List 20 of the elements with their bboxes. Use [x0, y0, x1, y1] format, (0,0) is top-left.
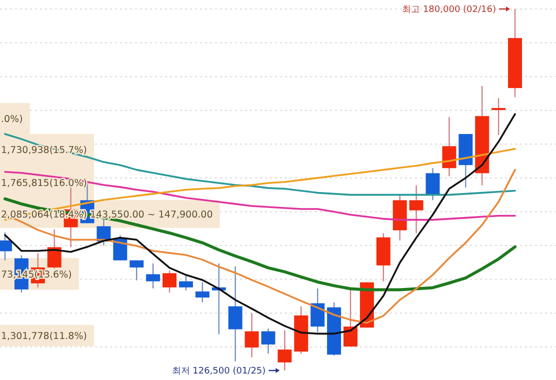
candlestick: [343, 288, 358, 348]
candlestick: [442, 116, 456, 177]
band-label: .0%): [1, 114, 23, 125]
annotation: 최고 180,000 (02/16): [402, 5, 496, 15]
candlestick: [244, 312, 259, 358]
band-label: 1,765,815(16.0%): [1, 178, 87, 189]
candlestick: [492, 98, 506, 136]
candlestick: [426, 168, 440, 201]
band-label: 1,301,778(11.8%): [1, 331, 87, 342]
candlestick: [409, 184, 424, 234]
candlestick: [130, 260, 144, 281]
candlestick: [162, 270, 177, 294]
candlestick: [178, 274, 193, 292]
candlestick: [47, 228, 62, 270]
candlestick: [310, 288, 325, 333]
candlestick: [228, 266, 242, 362]
candlestick: [146, 262, 160, 289]
candlestick: [261, 328, 276, 354]
candlestick: [195, 282, 210, 303]
annotation: 최저 126,500 (01/25): [172, 366, 266, 376]
